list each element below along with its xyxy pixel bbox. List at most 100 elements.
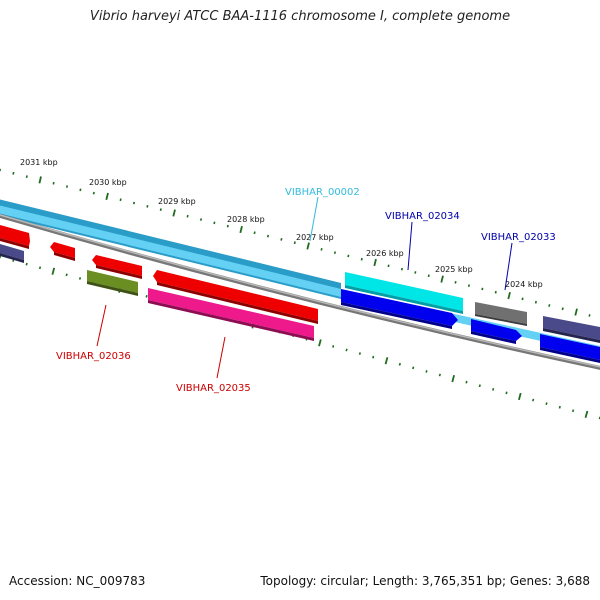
minor-tick: [398, 362, 401, 366]
gene-red-small[interactable]: [50, 242, 75, 261]
gene-label-VIBHAR_02036[interactable]: VIBHAR_02036: [56, 351, 131, 362]
minor-tick: [492, 387, 495, 391]
minor-tick: [360, 257, 363, 261]
minor-tick: [65, 273, 68, 277]
ruler-label: 2027 kbp: [296, 233, 334, 242]
label-leaders: [96, 196, 513, 379]
gene-blue-right-edge[interactable]: [540, 334, 600, 363]
major-tick: [384, 357, 389, 365]
minor-tick: [372, 355, 375, 359]
genome-summary-text: Topology: circular; Length: 3,765,351 bp…: [260, 574, 590, 588]
minor-tick: [545, 402, 548, 406]
gene-red-mid[interactable]: [92, 255, 142, 279]
major-tick: [574, 308, 578, 316]
minor-tick: [558, 405, 561, 409]
minor-tick: [132, 201, 136, 205]
minor-tick: [454, 281, 457, 284]
minor-tick: [412, 366, 415, 370]
ruler-labels: 2031 kbp 2030 kbp 2029 kbp 2028 kbp 2027…: [20, 158, 543, 289]
minor-tick: [38, 266, 42, 270]
gene-label-VIBHAR_00002[interactable]: VIBHAR_00002: [285, 187, 360, 198]
major-tick: [440, 275, 444, 283]
minor-tick: [25, 175, 28, 178]
gene-red-large[interactable]: [153, 270, 318, 324]
backbone-ring: [0, 213, 600, 370]
gene-VIBHAR_00002[interactable]: [345, 272, 463, 314]
minor-tick: [521, 297, 524, 301]
minor-tick: [347, 254, 350, 258]
minor-tick: [213, 221, 216, 225]
minor-tick: [333, 251, 336, 254]
major-tick: [51, 267, 56, 275]
minor-tick: [186, 214, 189, 218]
major-tick: [239, 225, 243, 234]
minor-tick: [572, 409, 575, 413]
minor-tick: [65, 185, 69, 188]
map-title: Vibrio harveyi ATCC BAA-1116 chromosome …: [89, 9, 511, 24]
minor-tick: [588, 314, 591, 317]
minor-tick: [52, 181, 55, 185]
minor-tick: [199, 218, 203, 221]
gene-VIBHAR_02036[interactable]: [87, 270, 138, 296]
minor-tick: [253, 231, 256, 235]
outer-tick-ruler: [0, 168, 591, 317]
ruler-label: 2024 kbp: [505, 280, 543, 289]
gene-VIBHAR_02033[interactable]: [471, 319, 522, 344]
gene-red-left-edge[interactable]: [0, 225, 30, 249]
minor-tick: [400, 267, 403, 271]
ruler-label: 2025 kbp: [435, 265, 473, 274]
major-tick: [306, 242, 310, 250]
minor-tick: [25, 262, 28, 266]
major-tick: [451, 374, 455, 383]
minor-tick: [159, 208, 162, 212]
major-tick: [373, 258, 377, 267]
ruler-label: 2031 kbp: [20, 158, 58, 167]
minor-tick: [425, 370, 428, 373]
minor-tick: [481, 287, 484, 291]
minor-tick: [561, 307, 564, 311]
gene-purple-right-edge[interactable]: [543, 316, 600, 343]
minor-tick: [78, 277, 82, 280]
minor-tick: [266, 234, 270, 238]
minor-tick: [532, 398, 535, 402]
ruler-label: 2029 kbp: [158, 197, 196, 206]
ruler-label: 2028 kbp: [227, 215, 265, 224]
minor-tick: [505, 391, 508, 395]
ruler-label: 2030 kbp: [89, 178, 127, 187]
minor-tick: [494, 290, 497, 294]
minor-tick: [293, 241, 296, 245]
minor-tick: [320, 248, 323, 251]
major-tick: [38, 176, 42, 184]
minor-tick: [92, 191, 95, 195]
minor-tick: [119, 198, 122, 202]
gene-purple-left-edge[interactable]: [0, 244, 24, 263]
minor-tick: [438, 373, 441, 377]
minor-tick: [548, 304, 551, 307]
minor-tick: [414, 271, 417, 274]
major-tick: [584, 410, 589, 418]
major-tick: [105, 192, 109, 201]
minor-tick: [280, 238, 283, 241]
gene-labels: VIBHAR_00002 VIBHAR_02034 VIBHAR_02033 V…: [56, 187, 556, 394]
gene-VIBHAR_02035[interactable]: [148, 288, 314, 341]
minor-tick: [467, 284, 470, 287]
accession-text: Accession: NC_009783: [9, 574, 146, 588]
minor-tick: [427, 274, 430, 278]
minor-tick: [226, 224, 229, 228]
gene-VIBHAR_02034[interactable]: [341, 289, 458, 329]
gene-label-VIBHAR_02035[interactable]: VIBHAR_02035: [176, 383, 251, 394]
gene-label-VIBHAR_02033[interactable]: VIBHAR_02033: [481, 232, 556, 243]
minor-tick: [146, 204, 149, 208]
minor-tick: [145, 294, 148, 298]
minor-tick: [332, 345, 335, 348]
minor-tick: [465, 380, 468, 384]
minor-tick: [345, 348, 348, 352]
gene-label-VIBHAR_02034[interactable]: VIBHAR_02034: [385, 211, 460, 222]
minor-tick: [79, 188, 82, 192]
major-tick: [172, 209, 176, 217]
gene-grey[interactable]: [475, 302, 527, 326]
minor-tick: [387, 264, 390, 268]
minor-tick: [358, 352, 361, 355]
